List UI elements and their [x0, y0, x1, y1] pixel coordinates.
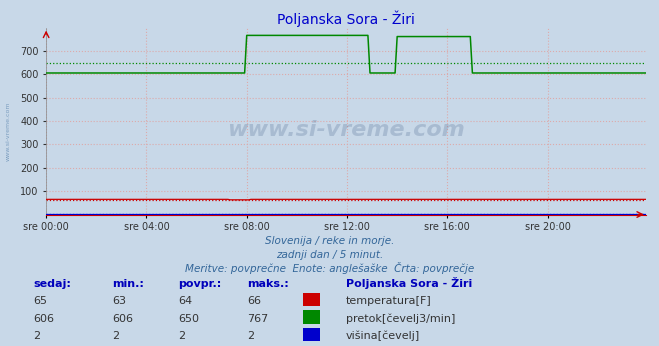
Text: 606: 606	[33, 314, 54, 324]
Text: Poljanska Sora - Žiri: Poljanska Sora - Žiri	[346, 277, 473, 289]
Text: 2: 2	[112, 331, 119, 341]
Text: 64: 64	[178, 297, 192, 307]
Text: min.:: min.:	[112, 279, 144, 289]
Text: 66: 66	[247, 297, 261, 307]
Text: sedaj:: sedaj:	[33, 279, 71, 289]
Text: temperatura[F]: temperatura[F]	[346, 297, 432, 307]
Text: 65: 65	[33, 297, 47, 307]
Text: 767: 767	[247, 314, 268, 324]
Text: www.si-vreme.com: www.si-vreme.com	[227, 120, 465, 140]
Text: višina[čevelj]: višina[čevelj]	[346, 330, 420, 341]
Text: pretok[čevelj3/min]: pretok[čevelj3/min]	[346, 313, 455, 324]
Text: 650: 650	[178, 314, 199, 324]
Text: www.si-vreme.com: www.si-vreme.com	[5, 102, 11, 161]
Text: 63: 63	[112, 297, 126, 307]
Text: 606: 606	[112, 314, 133, 324]
Text: 2: 2	[33, 331, 40, 341]
Text: 2: 2	[178, 331, 185, 341]
Title: Poljanska Sora - Žiri: Poljanska Sora - Žiri	[277, 10, 415, 27]
Text: povpr.:: povpr.:	[178, 279, 221, 289]
Text: Slovenija / reke in morje.: Slovenija / reke in morje.	[265, 236, 394, 246]
Text: Meritve: povprečne  Enote: anglešaške  Črta: povprečje: Meritve: povprečne Enote: anglešaške Črt…	[185, 262, 474, 274]
Text: maks.:: maks.:	[247, 279, 289, 289]
Text: zadnji dan / 5 minut.: zadnji dan / 5 minut.	[276, 250, 383, 260]
Text: 2: 2	[247, 331, 254, 341]
